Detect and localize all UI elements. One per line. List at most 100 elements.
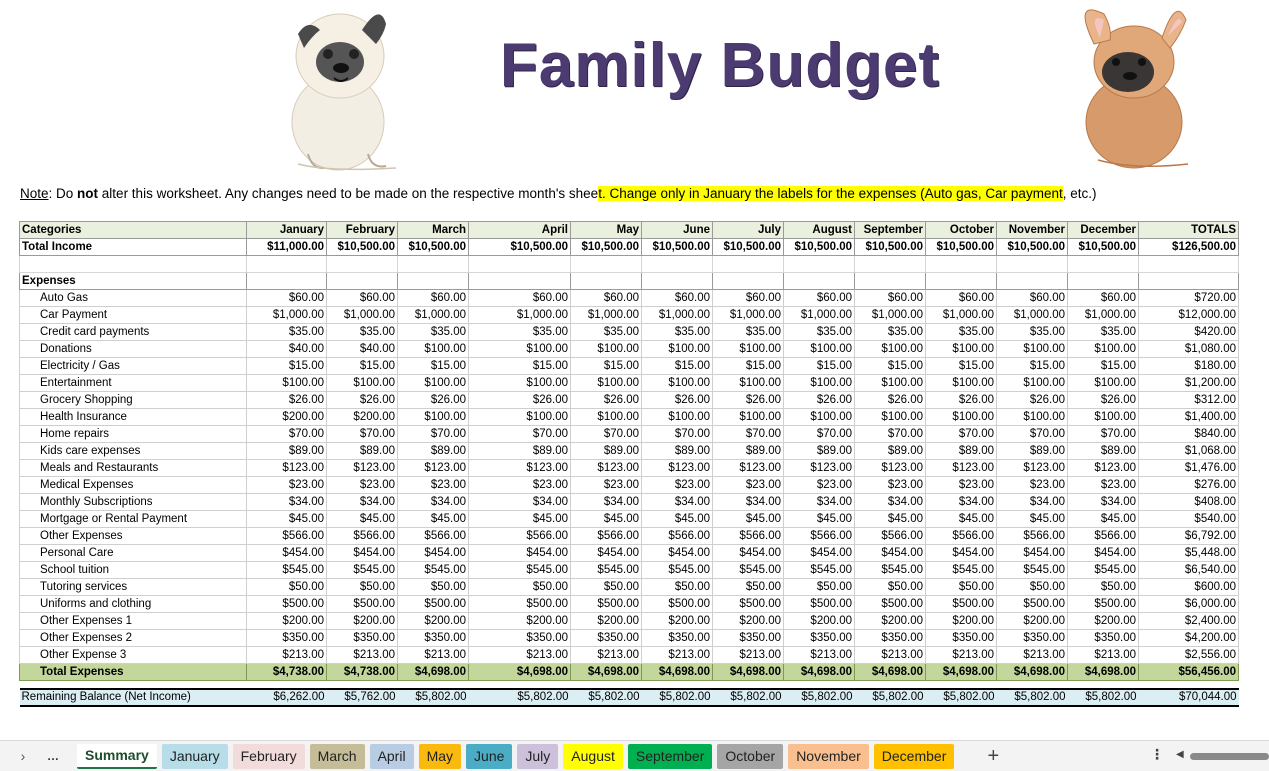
expense-value[interactable]: $70.00	[996, 425, 1068, 443]
expense-value[interactable]: $454.00	[570, 544, 642, 562]
expense-value[interactable]: $23.00	[783, 476, 855, 494]
total-expenses-value[interactable]: $4,698.00	[783, 663, 855, 681]
expense-value[interactable]: $100.00	[570, 408, 642, 426]
expense-value[interactable]: $200.00	[641, 612, 713, 630]
expense-value[interactable]: $34.00	[468, 493, 571, 511]
expense-total[interactable]: $6,540.00	[1138, 561, 1239, 579]
expense-value[interactable]: $60.00	[641, 289, 713, 307]
expense-value[interactable]: $26.00	[925, 391, 997, 409]
remaining-value[interactable]: $5,802.00	[468, 687, 571, 707]
expense-value[interactable]: $213.00	[468, 646, 571, 664]
expenses-label[interactable]: Expenses	[19, 272, 247, 290]
expense-value[interactable]: $350.00	[326, 629, 398, 647]
expense-value[interactable]: $123.00	[854, 459, 926, 477]
empty-cell[interactable]	[246, 272, 327, 290]
expense-value[interactable]: $100.00	[712, 340, 784, 358]
header-month[interactable]: March	[397, 221, 469, 239]
empty-cell[interactable]	[1138, 255, 1239, 273]
expense-value[interactable]: $100.00	[641, 374, 713, 392]
empty-cell[interactable]	[326, 255, 398, 273]
expense-value[interactable]: $123.00	[996, 459, 1068, 477]
expense-value[interactable]: $100.00	[925, 374, 997, 392]
expense-name[interactable]: Meals and Restaurants	[19, 459, 247, 477]
expense-value[interactable]: $350.00	[783, 629, 855, 647]
tab-april[interactable]: April	[369, 743, 414, 769]
header-month[interactable]: June	[641, 221, 713, 239]
expense-value[interactable]: $100.00	[854, 340, 926, 358]
expense-value[interactable]: $100.00	[996, 340, 1068, 358]
expense-value[interactable]: $15.00	[326, 357, 398, 375]
expense-value[interactable]: $350.00	[641, 629, 713, 647]
expense-value[interactable]: $89.00	[326, 442, 398, 460]
tab-march[interactable]: March	[309, 743, 365, 769]
expense-value[interactable]: $123.00	[783, 459, 855, 477]
expense-total[interactable]: $2,400.00	[1138, 612, 1239, 630]
empty-cell[interactable]	[783, 255, 855, 273]
expense-total[interactable]: $1,080.00	[1138, 340, 1239, 358]
income-value[interactable]: $10,500.00	[996, 238, 1068, 256]
total-expenses-value[interactable]: $4,738.00	[246, 663, 327, 681]
expense-value[interactable]: $23.00	[996, 476, 1068, 494]
expense-value[interactable]: $100.00	[397, 340, 469, 358]
expense-value[interactable]: $454.00	[712, 544, 784, 562]
expense-value[interactable]: $100.00	[1067, 374, 1139, 392]
expense-value[interactable]: $40.00	[326, 340, 398, 358]
expense-total[interactable]: $276.00	[1138, 476, 1239, 494]
header-month[interactable]: August	[783, 221, 855, 239]
income-value[interactable]: $10,500.00	[854, 238, 926, 256]
empty-cell[interactable]	[641, 255, 713, 273]
expense-value[interactable]: $454.00	[854, 544, 926, 562]
expense-value[interactable]: $350.00	[925, 629, 997, 647]
expense-value[interactable]: $1,000.00	[712, 306, 784, 324]
expense-value[interactable]: $100.00	[783, 408, 855, 426]
expense-value[interactable]: $23.00	[641, 476, 713, 494]
expense-value[interactable]: $60.00	[783, 289, 855, 307]
expense-value[interactable]: $1,000.00	[468, 306, 571, 324]
expense-value[interactable]: $100.00	[925, 408, 997, 426]
expense-value[interactable]: $200.00	[996, 612, 1068, 630]
expense-value[interactable]: $200.00	[712, 612, 784, 630]
tab-may[interactable]: May	[418, 743, 462, 769]
tab-july[interactable]: July	[517, 743, 559, 769]
expense-value[interactable]: $350.00	[468, 629, 571, 647]
expense-value[interactable]: $123.00	[468, 459, 571, 477]
expense-value[interactable]: $545.00	[326, 561, 398, 579]
empty-cell[interactable]	[642, 681, 713, 689]
expense-value[interactable]: $200.00	[1067, 612, 1139, 630]
expense-value[interactable]: $350.00	[1067, 629, 1139, 647]
expense-name[interactable]: Mortgage or Rental Payment	[19, 510, 247, 528]
expense-value[interactable]: $23.00	[326, 476, 398, 494]
expense-value[interactable]: $15.00	[641, 357, 713, 375]
expense-total[interactable]: $12,000.00	[1138, 306, 1239, 324]
remaining-value[interactable]: $5,802.00	[996, 687, 1068, 707]
expense-value[interactable]: $213.00	[925, 646, 997, 664]
expense-value[interactable]: $60.00	[996, 289, 1068, 307]
expense-value[interactable]: $454.00	[1067, 544, 1139, 562]
expense-value[interactable]: $500.00	[326, 595, 398, 613]
expense-value[interactable]: $1,000.00	[854, 306, 926, 324]
empty-cell[interactable]	[571, 681, 642, 689]
header-month[interactable]: May	[570, 221, 642, 239]
remaining-label[interactable]: Remaining Balance (Net Income)	[19, 687, 247, 707]
expense-value[interactable]: $100.00	[468, 340, 571, 358]
empty-cell[interactable]	[854, 255, 926, 273]
expense-name[interactable]: Monthly Subscriptions	[19, 493, 247, 511]
total-expenses-value[interactable]: $4,698.00	[397, 663, 469, 681]
expense-value[interactable]: $89.00	[854, 442, 926, 460]
expense-value[interactable]: $35.00	[925, 323, 997, 341]
income-total[interactable]: $126,500.00	[1138, 238, 1239, 256]
expense-total[interactable]: $1,476.00	[1138, 459, 1239, 477]
expense-value[interactable]: $70.00	[641, 425, 713, 443]
expense-name[interactable]: Other Expenses 2	[19, 629, 247, 647]
expense-total[interactable]: $840.00	[1138, 425, 1239, 443]
expense-value[interactable]: $50.00	[468, 578, 571, 596]
expense-value[interactable]: $200.00	[570, 612, 642, 630]
remaining-value[interactable]: $5,802.00	[1067, 687, 1139, 707]
expense-value[interactable]: $1,000.00	[783, 306, 855, 324]
expense-value[interactable]: $34.00	[996, 493, 1068, 511]
expense-value[interactable]: $350.00	[570, 629, 642, 647]
expense-value[interactable]: $1,000.00	[996, 306, 1068, 324]
remaining-value[interactable]: $6,262.00	[246, 687, 327, 707]
expense-value[interactable]: $26.00	[397, 391, 469, 409]
expense-value[interactable]: $454.00	[326, 544, 398, 562]
